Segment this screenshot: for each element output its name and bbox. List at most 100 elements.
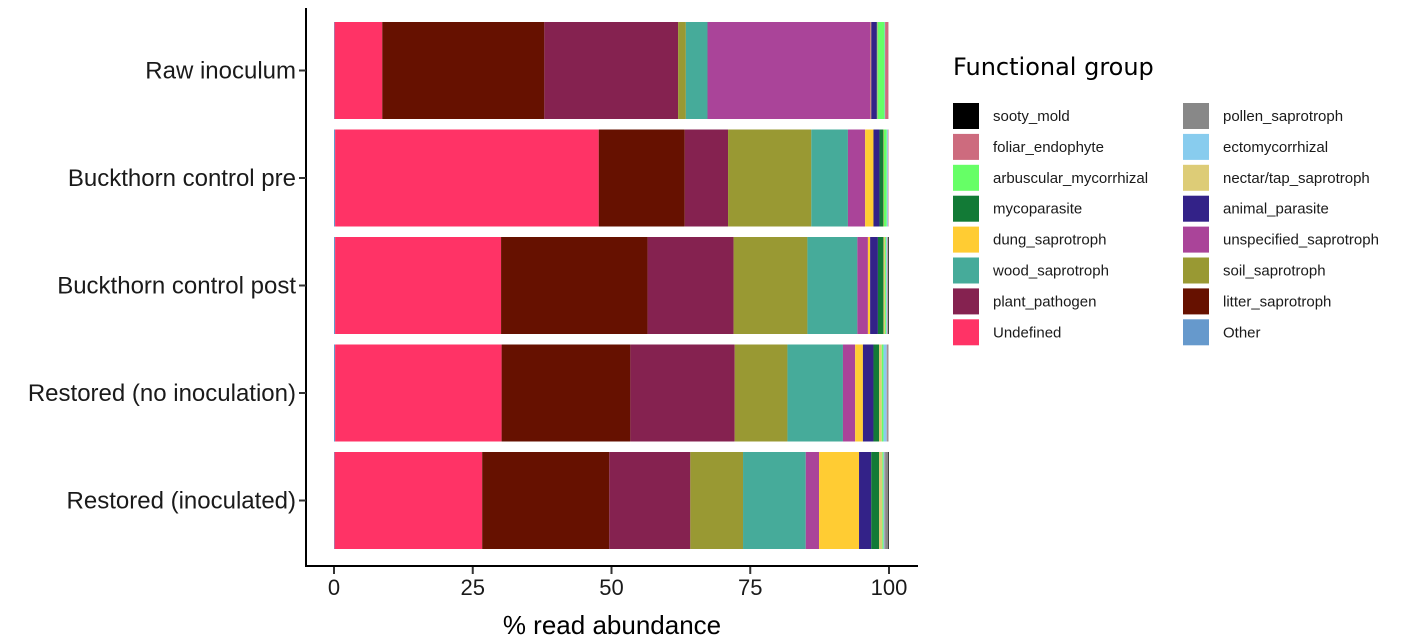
bar-buckthorn-control-pre-foliar-endophyte [887,129,889,227]
bars-layer [334,22,889,549]
bar-buckthorn-control-pre-wood-saprotroph [811,129,848,227]
bar-restored-no-inoculation-arbuscular-mycorrhizal [881,344,884,442]
bar-raw-inoculum-dung-saprotroph [870,22,872,119]
category-label: Restored (inoculated) [67,488,296,515]
bar-restored-no-inoculation-soil-saprotroph [734,344,788,442]
bar-raw-inoculum-arbuscular-mycorrhizal [877,22,885,119]
bar-raw-inoculum-wood-saprotroph [685,22,708,119]
x-tick-label: 25 [461,575,485,600]
bar-raw-inoculum-unspecified-saprotroph [707,22,871,119]
bar-buckthorn-control-post-soil-saprotroph [733,237,808,334]
bar-buckthorn-control-post-dung-saprotroph [867,237,871,334]
bar-buckthorn-control-post-litter-saprotroph [501,237,648,334]
bar-restored-inoculated-unspecified-saprotroph [805,452,820,549]
bar-raw-inoculum-foliar-endophyte [885,22,889,119]
bar-buckthorn-control-post-mycoparasite [877,237,884,334]
bar-buckthorn-control-post-nectar-tap-saprotroph [883,237,886,334]
legend-swatch-foliar-endophyte [953,133,979,160]
bar-raw-inoculum-ectomycorrhizal [884,22,886,119]
category-label: Buckthorn control post [57,273,296,300]
legend-swatch-wood-saprotroph [953,257,979,284]
legend-swatch-animal-parasite [1183,195,1209,222]
legend-swatch-litter-saprotroph [1183,288,1209,315]
bar-buckthorn-control-post-plant-pathogen [647,237,734,334]
bar-buckthorn-control-post-undefined [335,237,502,334]
bar-restored-inoculated-pollen-saprotroph [885,452,889,549]
bar-raw-inoculum-soil-saprotroph [678,22,686,119]
category-labels: Raw inoculum Buckthorn control pre Bucktho… [28,58,306,515]
bar-restored-no-inoculation-plant-pathogen [630,344,735,442]
legend-swatch-other [1183,319,1209,346]
bar-restored-no-inoculation-dung-saprotroph [855,344,863,442]
bar-buckthorn-control-pre-unspecified-saprotroph [847,129,866,227]
bar-raw-inoculum-animal-parasite [871,22,877,119]
bar-buckthorn-control-pre-arbuscular-mycorrhizal [884,129,887,227]
bar-restored-inoculated-arbuscular-mycorrhizal [882,452,884,549]
legend-label-foliar-endophyte: foliar_endophyte [993,139,1104,156]
bar-buckthorn-control-post-foliar-endophyte [887,237,888,334]
bar-buckthorn-control-post-sooty-mold [888,237,889,334]
legend-title: Functional group [953,53,1154,81]
legend-label-pollen-saprotroph: pollen_saprotroph [1223,108,1343,125]
legend-label-other: Other [1223,324,1261,341]
bar-restored-no-inoculation-pollen-saprotroph [887,344,889,442]
bar-restored-inoculated-soil-saprotroph [690,452,744,549]
legend-swatch-unspecified-saprotroph [1183,226,1209,253]
bar-buckthorn-control-pre-litter-saprotroph [598,129,685,227]
bar-buckthorn-control-post-pollen-saprotroph [887,237,889,334]
legend-label-litter-saprotroph: litter_saprotroph [1223,293,1331,310]
bar-raw-inoculum-plant-pathogen [544,22,679,119]
x-tick-label: 100 [871,575,908,600]
bar-buckthorn-control-post-wood-saprotroph [807,237,858,334]
bar-restored-inoculated-wood-saprotroph [743,452,806,549]
bar-raw-inoculum-litter-saprotroph [382,22,545,119]
category-label: Restored (no inoculation) [28,380,296,407]
bar-buckthorn-control-pre-animal-parasite [873,129,880,227]
bar-buckthorn-control-pre-soil-saprotroph [728,129,812,227]
legend-swatch-mycoparasite [953,195,979,222]
bar-restored-no-inoculation-unspecified-saprotroph [842,344,856,442]
bar-restored-inoculated-other [334,452,335,549]
legend-label-sooty-mold: sooty_mold [993,108,1070,125]
bar-restored-inoculated-mycoparasite [871,452,880,549]
bar-restored-no-inoculation-animal-parasite [862,344,874,442]
bar-buckthorn-control-pre-plant-pathogen [684,129,729,227]
bar-buckthorn-control-post-unspecified-saprotroph [857,237,868,334]
bar-restored-inoculated-plant-pathogen [609,452,691,549]
x-ticks: 0 25 50 75 100 [328,567,907,600]
bar-restored-no-inoculation-foliar-endophyte [886,344,888,442]
category-label: Raw inoculum [145,58,296,85]
bar-restored-no-inoculation-mycoparasite [873,344,880,442]
bar-restored-no-inoculation-litter-saprotroph [501,344,631,442]
x-tick-label: 0 [328,575,340,600]
bar-buckthorn-control-post-ectomycorrhizal [886,237,888,334]
legend-label-nectar-tap-saprotroph: nectar/tap_saprotroph [1223,170,1370,187]
legend-label-unspecified-saprotroph: unspecified_saprotroph [1223,232,1379,249]
legend-label-ectomycorrhizal: ectomycorrhizal [1223,139,1328,156]
bar-raw-inoculum-mycoparasite [876,22,878,119]
bar-buckthorn-control-pre-other [334,129,336,227]
legend-swatch-ectomycorrhizal [1183,133,1209,160]
axes-layer [305,8,918,567]
bar-restored-inoculated-dung-saprotroph [819,452,860,549]
bar-restored-inoculated-nectar-tap-saprotroph [879,452,883,549]
legend-label-dung-saprotroph: dung_saprotroph [993,232,1106,249]
legend: sooty_mold foliar_endophyte arbuscular_myc… [953,103,1379,346]
bar-buckthorn-control-post-arbuscular-mycorrhizal [885,237,887,334]
bar-restored-no-inoculation-wood-saprotroph [787,344,843,442]
x-tick-label: 50 [599,575,623,600]
legend-label-mycoparasite: mycoparasite [993,201,1082,218]
legend-swatch-pollen-saprotroph [1183,103,1209,129]
bar-buckthorn-control-post-animal-parasite [870,237,878,334]
legend-label-plant-pathogen: plant_pathogen [993,293,1096,310]
bar-restored-inoculated-foliar-endophyte [884,452,886,549]
bar-restored-no-inoculation-other [334,344,336,442]
bar-restored-no-inoculation-undefined [335,344,502,442]
legend-label-soil-saprotroph: soil_saprotroph [1223,263,1326,280]
bar-restored-no-inoculation-ectomycorrhizal [883,344,887,442]
legend-label-arbuscular-mycorrhizal: arbuscular_mycorrhizal [993,170,1148,187]
legend-swatch-dung-saprotroph [953,226,979,253]
bar-restored-inoculated-undefined [334,452,483,549]
bar-restored-inoculated-litter-saprotroph [482,452,610,549]
bar-restored-inoculated-ectomycorrhizal [883,452,885,549]
